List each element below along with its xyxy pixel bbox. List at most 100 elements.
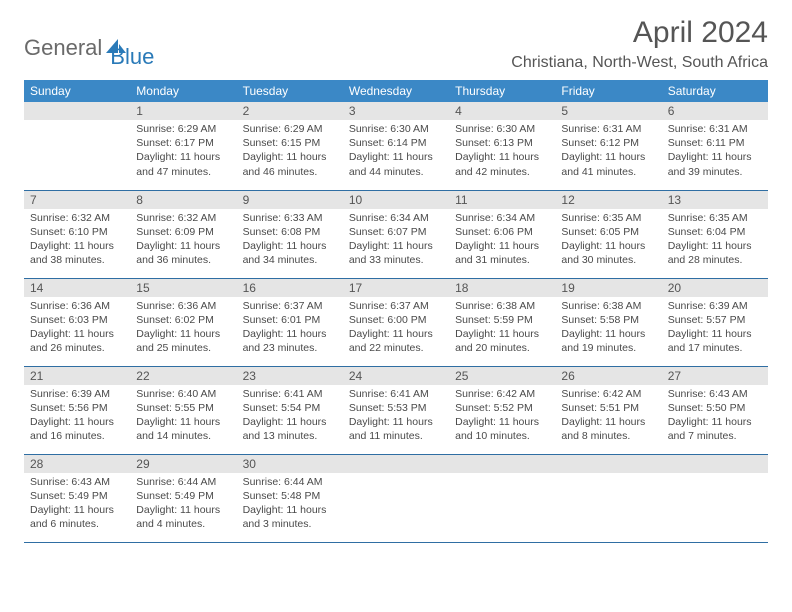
calendar-body: 1Sunrise: 6:29 AMSunset: 6:17 PMDaylight… (24, 102, 768, 542)
calendar-day-cell: 16Sunrise: 6:37 AMSunset: 6:01 PMDayligh… (237, 278, 343, 366)
brand-logo: General Blue (24, 16, 154, 70)
day-detail: Sunrise: 6:43 AMSunset: 5:50 PMDaylight:… (662, 385, 768, 448)
weekday-header: Wednesday (343, 80, 449, 102)
calendar-day-cell (555, 454, 661, 542)
day-number-bar: 4 (449, 102, 555, 120)
day-number-bar: 9 (237, 191, 343, 209)
day-detail: Sunrise: 6:36 AMSunset: 6:03 PMDaylight:… (24, 297, 130, 360)
day-detail: Sunrise: 6:44 AMSunset: 5:48 PMDaylight:… (237, 473, 343, 536)
calendar-day-cell: 10Sunrise: 6:34 AMSunset: 6:07 PMDayligh… (343, 190, 449, 278)
day-detail: Sunrise: 6:34 AMSunset: 6:07 PMDaylight:… (343, 209, 449, 272)
calendar-week-row: 14Sunrise: 6:36 AMSunset: 6:03 PMDayligh… (24, 278, 768, 366)
calendar-day-cell: 11Sunrise: 6:34 AMSunset: 6:06 PMDayligh… (449, 190, 555, 278)
day-detail: Sunrise: 6:42 AMSunset: 5:51 PMDaylight:… (555, 385, 661, 448)
day-detail: Sunrise: 6:31 AMSunset: 6:12 PMDaylight:… (555, 120, 661, 183)
day-detail: Sunrise: 6:33 AMSunset: 6:08 PMDaylight:… (237, 209, 343, 272)
day-number-bar: 30 (237, 455, 343, 473)
calendar-day-cell: 18Sunrise: 6:38 AMSunset: 5:59 PMDayligh… (449, 278, 555, 366)
day-number-bar: 11 (449, 191, 555, 209)
day-number-bar: 5 (555, 102, 661, 120)
day-detail: Sunrise: 6:29 AMSunset: 6:17 PMDaylight:… (130, 120, 236, 183)
day-detail: Sunrise: 6:30 AMSunset: 6:14 PMDaylight:… (343, 120, 449, 183)
calendar-day-cell: 26Sunrise: 6:42 AMSunset: 5:51 PMDayligh… (555, 366, 661, 454)
day-detail: Sunrise: 6:37 AMSunset: 6:00 PMDaylight:… (343, 297, 449, 360)
day-detail: Sunrise: 6:41 AMSunset: 5:54 PMDaylight:… (237, 385, 343, 448)
day-number-bar: 29 (130, 455, 236, 473)
day-number-bar: 23 (237, 367, 343, 385)
day-detail: Sunrise: 6:29 AMSunset: 6:15 PMDaylight:… (237, 120, 343, 183)
calendar-day-cell: 25Sunrise: 6:42 AMSunset: 5:52 PMDayligh… (449, 366, 555, 454)
brand-word-blue: Blue (110, 26, 154, 70)
day-detail: Sunrise: 6:39 AMSunset: 5:56 PMDaylight:… (24, 385, 130, 448)
calendar-table: SundayMondayTuesdayWednesdayThursdayFrid… (24, 80, 768, 543)
calendar-day-cell: 19Sunrise: 6:38 AMSunset: 5:58 PMDayligh… (555, 278, 661, 366)
weekday-header: Friday (555, 80, 661, 102)
weekday-header-row: SundayMondayTuesdayWednesdayThursdayFrid… (24, 80, 768, 102)
calendar-day-cell: 23Sunrise: 6:41 AMSunset: 5:54 PMDayligh… (237, 366, 343, 454)
calendar-day-cell: 21Sunrise: 6:39 AMSunset: 5:56 PMDayligh… (24, 366, 130, 454)
calendar-day-cell: 30Sunrise: 6:44 AMSunset: 5:48 PMDayligh… (237, 454, 343, 542)
weekday-header: Thursday (449, 80, 555, 102)
day-number-bar (555, 455, 661, 473)
calendar-day-cell: 12Sunrise: 6:35 AMSunset: 6:05 PMDayligh… (555, 190, 661, 278)
day-number-bar: 14 (24, 279, 130, 297)
day-number-bar: 2 (237, 102, 343, 120)
day-number-bar: 18 (449, 279, 555, 297)
calendar-day-cell: 3Sunrise: 6:30 AMSunset: 6:14 PMDaylight… (343, 102, 449, 190)
day-number-bar: 24 (343, 367, 449, 385)
calendar-day-cell (449, 454, 555, 542)
brand-word-general: General (24, 35, 102, 61)
day-number-bar: 21 (24, 367, 130, 385)
day-number-bar: 3 (343, 102, 449, 120)
day-detail: Sunrise: 6:41 AMSunset: 5:53 PMDaylight:… (343, 385, 449, 448)
calendar-day-cell: 22Sunrise: 6:40 AMSunset: 5:55 PMDayligh… (130, 366, 236, 454)
month-title: April 2024 (511, 16, 768, 50)
day-number-bar (662, 455, 768, 473)
day-number-bar: 6 (662, 102, 768, 120)
calendar-day-cell: 6Sunrise: 6:31 AMSunset: 6:11 PMDaylight… (662, 102, 768, 190)
calendar-day-cell: 27Sunrise: 6:43 AMSunset: 5:50 PMDayligh… (662, 366, 768, 454)
calendar-day-cell: 17Sunrise: 6:37 AMSunset: 6:00 PMDayligh… (343, 278, 449, 366)
day-detail: Sunrise: 6:35 AMSunset: 6:04 PMDaylight:… (662, 209, 768, 272)
day-number-bar: 28 (24, 455, 130, 473)
weekday-header: Saturday (662, 80, 768, 102)
page-header: General Blue April 2024 Christiana, Nort… (24, 16, 768, 72)
calendar-day-cell: 13Sunrise: 6:35 AMSunset: 6:04 PMDayligh… (662, 190, 768, 278)
day-detail: Sunrise: 6:37 AMSunset: 6:01 PMDaylight:… (237, 297, 343, 360)
calendar-day-cell (662, 454, 768, 542)
calendar-week-row: 7Sunrise: 6:32 AMSunset: 6:10 PMDaylight… (24, 190, 768, 278)
calendar-day-cell: 4Sunrise: 6:30 AMSunset: 6:13 PMDaylight… (449, 102, 555, 190)
calendar-day-cell: 7Sunrise: 6:32 AMSunset: 6:10 PMDaylight… (24, 190, 130, 278)
calendar-day-cell: 20Sunrise: 6:39 AMSunset: 5:57 PMDayligh… (662, 278, 768, 366)
day-number-bar: 15 (130, 279, 236, 297)
day-number-bar (343, 455, 449, 473)
day-number-bar: 13 (662, 191, 768, 209)
day-number-bar: 20 (662, 279, 768, 297)
calendar-day-cell: 9Sunrise: 6:33 AMSunset: 6:08 PMDaylight… (237, 190, 343, 278)
calendar-day-cell: 5Sunrise: 6:31 AMSunset: 6:12 PMDaylight… (555, 102, 661, 190)
calendar-day-cell (24, 102, 130, 190)
weekday-header: Sunday (24, 80, 130, 102)
day-detail: Sunrise: 6:30 AMSunset: 6:13 PMDaylight:… (449, 120, 555, 183)
calendar-day-cell: 8Sunrise: 6:32 AMSunset: 6:09 PMDaylight… (130, 190, 236, 278)
day-number-bar (449, 455, 555, 473)
day-number-bar: 16 (237, 279, 343, 297)
calendar-day-cell (343, 454, 449, 542)
day-detail: Sunrise: 6:43 AMSunset: 5:49 PMDaylight:… (24, 473, 130, 536)
day-detail: Sunrise: 6:42 AMSunset: 5:52 PMDaylight:… (449, 385, 555, 448)
day-number-bar: 17 (343, 279, 449, 297)
day-number-bar: 27 (662, 367, 768, 385)
day-detail: Sunrise: 6:44 AMSunset: 5:49 PMDaylight:… (130, 473, 236, 536)
day-detail: Sunrise: 6:36 AMSunset: 6:02 PMDaylight:… (130, 297, 236, 360)
calendar-day-cell: 1Sunrise: 6:29 AMSunset: 6:17 PMDaylight… (130, 102, 236, 190)
day-detail: Sunrise: 6:32 AMSunset: 6:09 PMDaylight:… (130, 209, 236, 272)
day-number-bar: 10 (343, 191, 449, 209)
day-detail: Sunrise: 6:38 AMSunset: 5:58 PMDaylight:… (555, 297, 661, 360)
day-number-bar: 26 (555, 367, 661, 385)
calendar-day-cell: 28Sunrise: 6:43 AMSunset: 5:49 PMDayligh… (24, 454, 130, 542)
day-detail: Sunrise: 6:38 AMSunset: 5:59 PMDaylight:… (449, 297, 555, 360)
day-detail: Sunrise: 6:40 AMSunset: 5:55 PMDaylight:… (130, 385, 236, 448)
day-number-bar: 25 (449, 367, 555, 385)
day-detail: Sunrise: 6:39 AMSunset: 5:57 PMDaylight:… (662, 297, 768, 360)
weekday-header: Tuesday (237, 80, 343, 102)
